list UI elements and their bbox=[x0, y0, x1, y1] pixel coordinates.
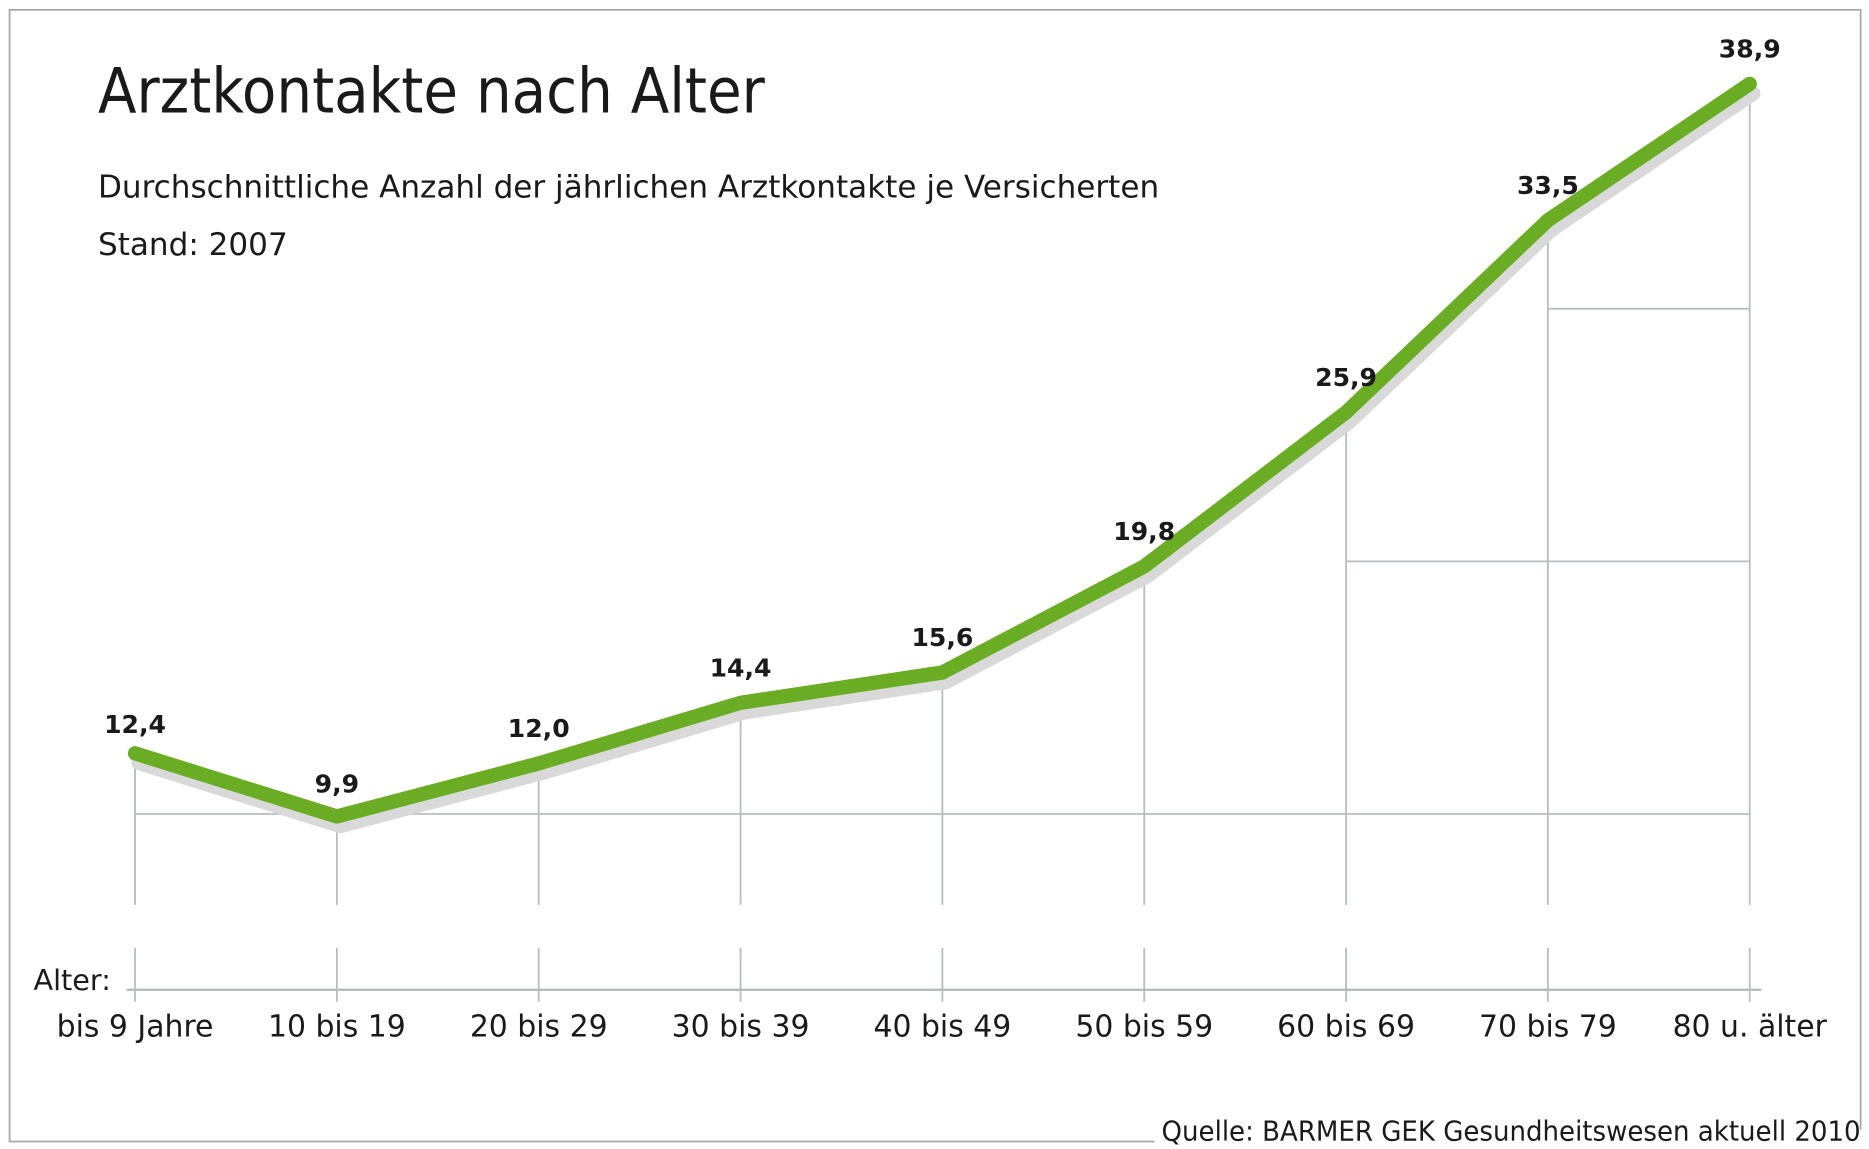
source-mask bbox=[1154, 1129, 1867, 1149]
chart-note: Stand: 2007 bbox=[98, 227, 288, 263]
data-label: 33,5 bbox=[1517, 171, 1579, 200]
x-tick-label: 70 bis 79 bbox=[1479, 1009, 1617, 1044]
x-tick-label: 40 bis 49 bbox=[873, 1009, 1011, 1044]
data-label: 38,9 bbox=[1719, 35, 1781, 64]
x-tick-label: 10 bis 19 bbox=[268, 1009, 406, 1044]
chart-title: Arztkontakte nach Alter bbox=[98, 55, 765, 128]
series-line-shadow bbox=[131, 86, 1761, 834]
x-tick-label: 80 u. älter bbox=[1673, 1009, 1828, 1044]
data-label: 12,0 bbox=[508, 714, 570, 743]
x-tick-label: bis 9 Jahre bbox=[57, 1009, 214, 1044]
x-tick-label: 60 bis 69 bbox=[1277, 1009, 1415, 1044]
data-label: 15,6 bbox=[911, 623, 973, 652]
x-tick-label: 50 bis 59 bbox=[1075, 1009, 1213, 1044]
data-label: 12,4 bbox=[104, 710, 166, 739]
source-text: Quelle: BARMER GEK Gesundheitswesen aktu… bbox=[1162, 1115, 1861, 1147]
chart-subtitle: Durchschnittliche Anzahl der jährlichen … bbox=[98, 169, 1159, 205]
data-label: 19,8 bbox=[1113, 517, 1175, 546]
data-label: 25,9 bbox=[1315, 363, 1377, 392]
x-axis-label: Alter: bbox=[33, 963, 110, 997]
data-label: 14,4 bbox=[710, 654, 772, 683]
frame-border bbox=[8, 8, 1862, 1143]
x-tick-label: 20 bis 29 bbox=[470, 1009, 608, 1044]
data-label: 9,9 bbox=[315, 770, 359, 799]
x-tick-label: 30 bis 39 bbox=[672, 1009, 810, 1044]
